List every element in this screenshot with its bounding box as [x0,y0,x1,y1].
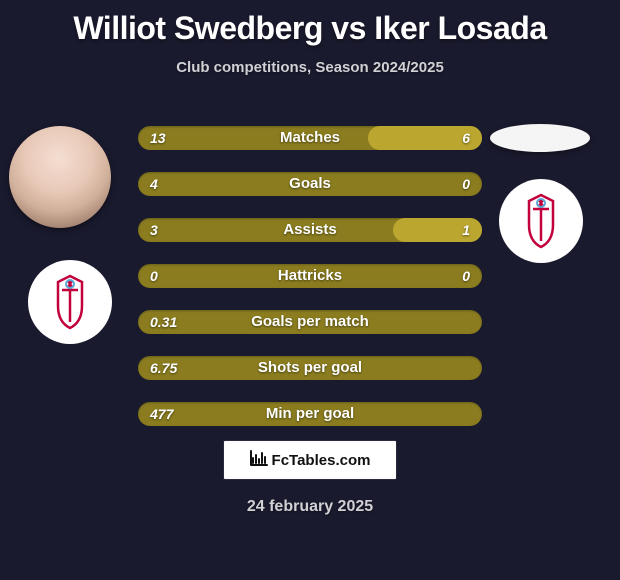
brand-badge[interactable]: FcTables.com [223,440,397,480]
stat-label: Assists [138,218,482,242]
chart-icon [250,450,268,471]
club-badge-left [28,260,112,344]
player-avatar-left [9,126,111,228]
stat-row: 40Goals [138,172,482,196]
footer-date: 24 february 2025 [0,498,620,516]
stat-label: Min per goal [138,402,482,426]
stat-label: Goals per match [138,310,482,334]
player-avatar-right [490,124,590,152]
stat-row: 31Assists [138,218,482,242]
celta-crest-icon [50,272,90,332]
celta-crest-icon [521,191,561,251]
stat-label: Shots per goal [138,356,482,380]
club-badge-right [499,179,583,263]
stat-row: 6.75Shots per goal [138,356,482,380]
page-title: Williot Swedberg vs Iker Losada [0,0,620,47]
stat-label: Matches [138,126,482,150]
stat-bars-container: 136Matches 40Goals 31Assists 00Hattricks 0.3… [138,126,482,426]
stat-row: 0.31Goals per match [138,310,482,334]
stat-row: 477Min per goal [138,402,482,426]
stat-label: Hattricks [138,264,482,288]
stat-row: 00Hattricks [138,264,482,288]
stat-row: 136Matches [138,126,482,150]
stat-label: Goals [138,172,482,196]
brand-text: FcTables.com [272,452,371,469]
page-subtitle: Club competitions, Season 2024/2025 [0,59,620,76]
